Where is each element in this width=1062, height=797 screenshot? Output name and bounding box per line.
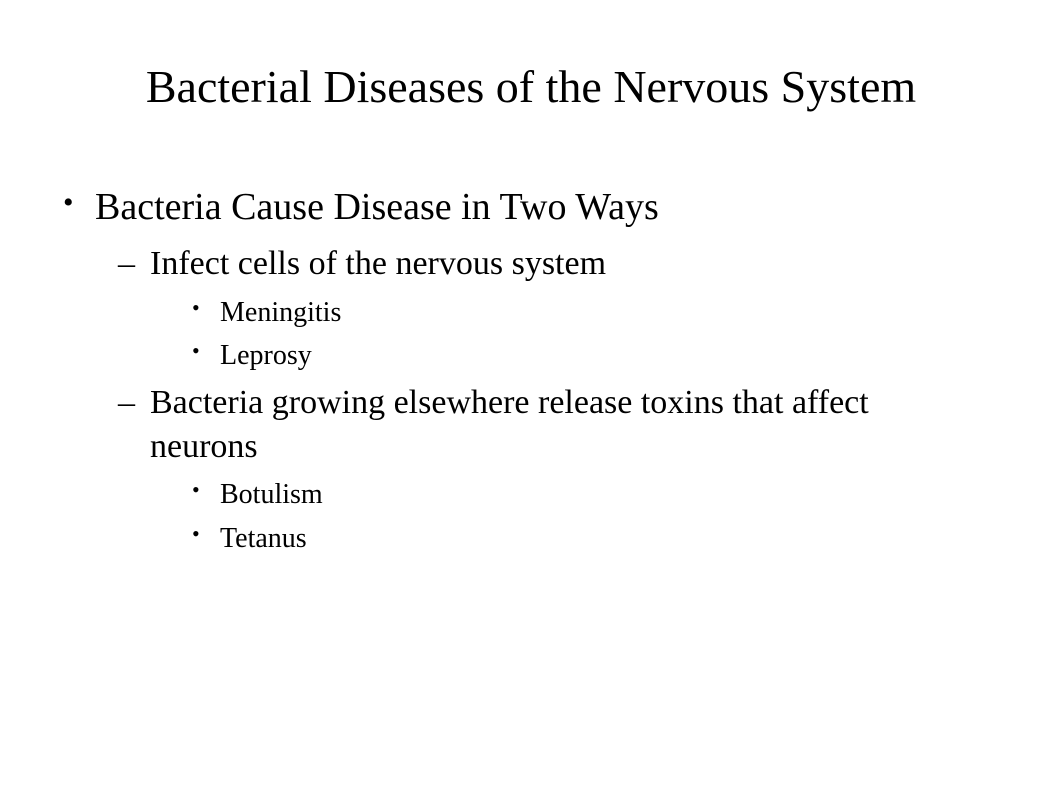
bullet-l3-text: Leprosy — [220, 340, 312, 371]
bullet-list-level2: Infect cells of the nervous system Menin… — [95, 242, 1022, 557]
bullet-list-level1: Bacteria Cause Disease in Two Ways Infec… — [40, 183, 1022, 558]
slide: Bacterial Diseases of the Nervous System… — [0, 0, 1062, 797]
bullet-l3-item: Botulism — [220, 475, 1022, 514]
bullet-list-level3: Meningitis Leprosy — [150, 293, 1022, 375]
bullet-l3-text: Botulism — [220, 479, 323, 510]
bullet-l2-text: Infect cells of the nervous system — [150, 245, 606, 282]
bullet-l1-item: Bacteria Cause Disease in Two Ways Infec… — [95, 183, 1022, 558]
bullet-l2-item: Infect cells of the nervous system Menin… — [150, 242, 1022, 375]
bullet-l3-text: Meningitis — [220, 297, 341, 328]
bullet-l2-item: Bacteria growing elsewhere release toxin… — [150, 381, 1022, 558]
bullet-l3-item: Tetanus — [220, 519, 1022, 558]
bullet-l2-text: Bacteria growing elsewhere release toxin… — [150, 381, 950, 469]
bullet-l3-text: Tetanus — [220, 523, 307, 554]
bullet-l3-item: Meningitis — [220, 293, 1022, 332]
bullet-l3-item: Leprosy — [220, 336, 1022, 375]
bullet-list-level3: Botulism Tetanus — [150, 475, 1022, 557]
bullet-l1-text: Bacteria Cause Disease in Two Ways — [95, 186, 659, 228]
slide-title: Bacterial Diseases of the Nervous System — [40, 60, 1022, 113]
